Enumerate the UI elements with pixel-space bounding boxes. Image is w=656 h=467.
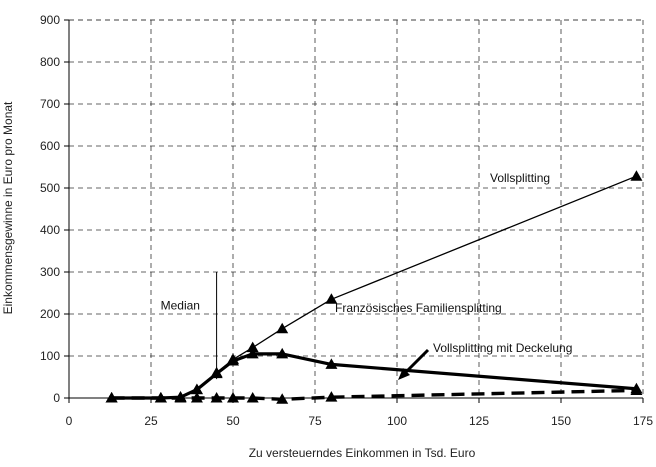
annotation-pointer-arrowhead [398,368,410,380]
data-point-marker [174,392,187,403]
x-tick-label: 150 [551,414,571,428]
data-point-marker [154,392,167,403]
data-point-marker [630,384,643,395]
data-point-marker [227,355,239,366]
y-tick-label: 200 [40,307,60,321]
data-point-marker [276,322,289,334]
x-tick-label: 25 [144,414,158,428]
data-point-marker [105,392,118,403]
y-tick-label: 400 [40,223,60,237]
y-tick-label: 800 [40,55,60,69]
series [105,170,643,404]
annotation-franzoesisches-familiensplitting: Französisches Familiensplitting [335,301,502,315]
y-tick-label: 0 [53,391,60,405]
x-tick-label: 75 [308,414,322,428]
series-line-1 [111,352,637,400]
x-tick-label: 125 [469,414,489,428]
annotations: Vollsplitting Französisches Familiensplit… [161,171,572,380]
annotation-vollsplitting-mit-deckelung: Vollsplitting mit Deckelung [433,341,572,355]
y-tick-label: 300 [40,265,60,279]
x-tick-label: 100 [387,414,407,428]
data-point-marker [325,358,338,369]
x-tick-label: 50 [226,414,240,428]
x-tick-label: 175 [633,414,653,428]
data-point-marker [276,393,289,404]
series-line-0 [111,175,637,399]
data-point-marker [227,392,239,403]
y-axis-title: Einkommensgewinne in Euro pro Monat [1,101,15,314]
data-point-marker [246,341,259,353]
y-tick-label: 700 [40,97,60,111]
annotation-median: Median [161,299,200,313]
data-point-marker [630,170,643,181]
annotation-pointer-line [402,348,430,376]
data-point-marker [246,392,259,403]
y-tick-label: 500 [40,181,60,195]
grid [69,19,644,398]
axes: 0 100 200 300 400 500 600 700 800 900 0 25 50 75 100 12… [40,13,653,428]
data-point-marker [246,347,259,359]
x-axis-title: Zu versteuerndes Einkommen in Tsd. Euro [249,446,476,460]
x-tick-label: 0 [66,414,73,428]
data-point-marker [210,392,223,403]
data-point-marker [325,293,338,304]
annotation-vollsplitting: Vollsplitting [490,171,550,185]
data-point-marker [190,392,203,403]
data-point-marker [190,383,203,395]
y-tick-label: 600 [40,139,60,153]
data-point-marker [276,347,289,359]
y-tick-label: 900 [40,13,60,27]
data-point-marker [325,391,338,402]
y-tick-label: 100 [40,349,60,363]
